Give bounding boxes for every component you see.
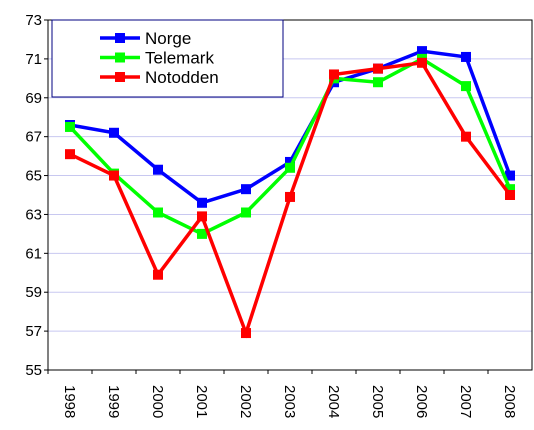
point-marker [285, 162, 295, 173]
point-marker [153, 164, 163, 175]
legend-label: Norge [145, 29, 191, 48]
point-marker [109, 170, 119, 181]
point-marker [65, 121, 75, 132]
point-marker [197, 197, 207, 208]
legend-box [51, 19, 284, 98]
point-marker [109, 127, 119, 138]
y-tick-label: 59 [25, 284, 42, 301]
y-tick-label: 57 [25, 323, 42, 340]
point-marker [505, 170, 515, 181]
x-tick-label: 2001 [193, 385, 210, 418]
point-marker [461, 51, 471, 62]
point-marker [417, 46, 427, 57]
x-tick-label: 2008 [501, 385, 518, 418]
point-marker [197, 211, 207, 222]
x-tick-label: 2004 [325, 385, 342, 418]
point-marker [373, 63, 383, 74]
point-marker [461, 131, 471, 142]
point-marker [153, 269, 163, 280]
x-tick-label: 2002 [237, 385, 254, 418]
point-marker [505, 184, 515, 195]
point-marker [241, 207, 251, 218]
y-tick-label: 63 [25, 206, 42, 223]
y-tick-label: 67 [25, 129, 42, 146]
x-tick-label: 1999 [105, 385, 122, 418]
y-tick-label: 61 [25, 245, 42, 262]
point-marker [153, 207, 163, 218]
point-marker [505, 190, 515, 200]
point-marker [65, 149, 75, 160]
plot-frame [47, 19, 533, 371]
legend-marker [115, 52, 125, 63]
x-tick-label: 2003 [281, 385, 298, 418]
x-tick-label: 2005 [369, 385, 386, 418]
y-tick-label: 69 [25, 90, 42, 107]
legend-marker [115, 33, 125, 43]
x-tick-label: 2007 [457, 385, 474, 418]
y-tick-label: 55 [25, 362, 42, 379]
legend-label: Telemark [145, 49, 214, 68]
y-tick-label: 71 [25, 51, 42, 68]
point-marker [241, 328, 251, 339]
point-marker [197, 228, 207, 239]
x-tick-label: 2000 [149, 385, 166, 418]
y-tick-label: 65 [25, 168, 42, 185]
point-marker [329, 69, 339, 80]
point-marker [461, 81, 471, 92]
point-marker [285, 156, 295, 167]
point-marker [285, 191, 295, 202]
point-marker [241, 184, 251, 195]
point-marker [417, 57, 427, 68]
y-tick-label: 73 [25, 12, 42, 29]
x-tick-label: 2006 [413, 385, 430, 418]
point-marker [373, 77, 383, 88]
x-tick-label: 1998 [61, 385, 78, 418]
legend-label: Notodden [145, 68, 219, 87]
legend-marker [115, 72, 125, 82]
